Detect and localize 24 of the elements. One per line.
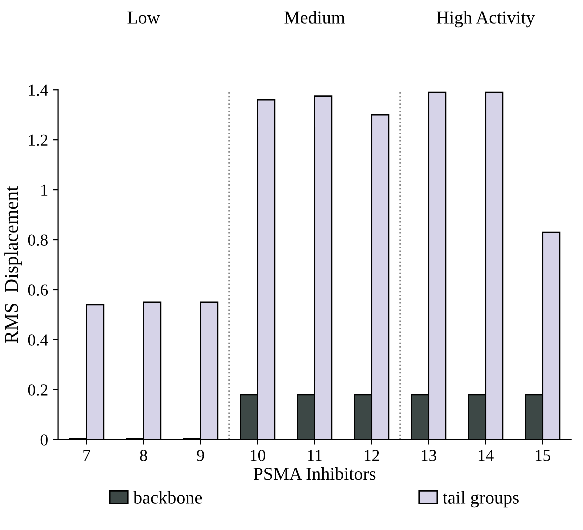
text: High Activity (436, 11, 536, 28)
x-tick-label: 8 (140, 450, 148, 462)
legend-label: tail groups (443, 491, 519, 508)
y-tick-label: 1.2 (29, 134, 48, 146)
x-axis-title: PSMA Inhibitors (254, 468, 376, 480)
x-tick-label: 14 (478, 450, 494, 462)
y-tick-label: 0.6 (28, 284, 48, 296)
y-tick-label: 1 (42, 184, 48, 196)
y-tick-label: 0.8 (28, 234, 48, 246)
x-tick-label: 7 (84, 450, 90, 462)
legend-label: backbone (134, 491, 202, 504)
x-tick-label: 10 (250, 450, 266, 462)
y-tick-label: 1.4 (29, 84, 48, 96)
y-axis-title: RMS Displacement (4, 186, 22, 344)
y-tick-label: 0.4 (28, 334, 48, 346)
x-tick-label: 11 (308, 450, 322, 462)
x-tick-label: 12 (364, 450, 380, 462)
x-tick-label: 9 (197, 450, 204, 462)
x-tick-label: 15 (536, 450, 551, 462)
y-tick-label: 0 (40, 434, 48, 446)
y-tick-label: 0.2 (28, 384, 48, 396)
text: Low (128, 12, 160, 24)
text: Medium (284, 11, 346, 24)
x-tick-label: 13 (422, 450, 437, 462)
